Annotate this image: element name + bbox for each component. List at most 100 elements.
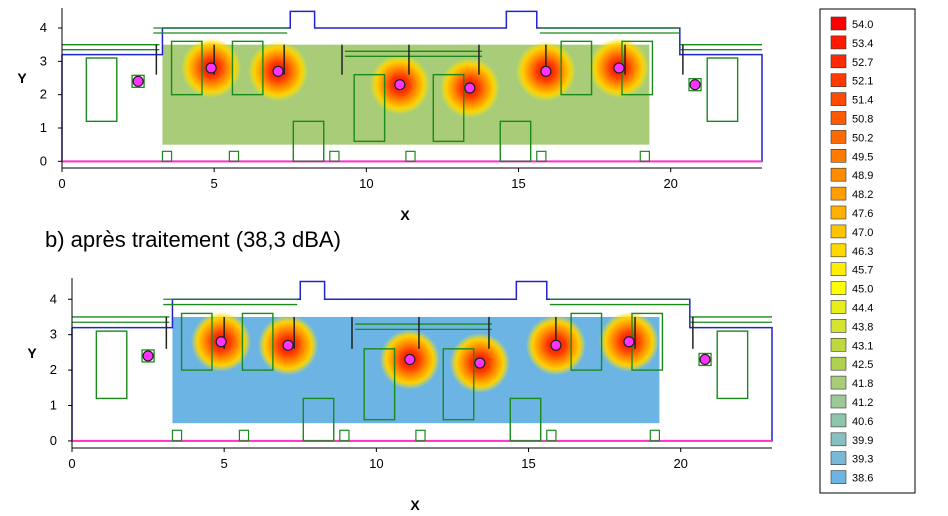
floor-stub-6: [649, 429, 660, 442]
y-tick-label: 3: [40, 53, 47, 68]
legend-swatch: [830, 470, 847, 484]
y-tick-label: 1: [40, 120, 47, 135]
equipment-box-4: [353, 73, 386, 143]
legend-swatch: [830, 111, 847, 125]
x-tick-label: 20: [663, 176, 677, 191]
floor-stub-5: [536, 150, 547, 162]
x-tick-label: 15: [511, 176, 525, 191]
floor-stub-3: [329, 150, 340, 162]
legend-swatch: [830, 432, 847, 447]
equipment-box-10: [509, 397, 542, 442]
legend-label: 40.6: [852, 416, 873, 428]
legend-swatch: [830, 262, 847, 277]
equipment-box-9: [292, 120, 325, 163]
equipment-box-8: [716, 330, 749, 400]
source-marker-3: [394, 79, 406, 91]
legend-swatch: [830, 16, 847, 31]
legend-swatch: [830, 35, 847, 50]
floor-stub-3: [339, 429, 350, 442]
source-marker-4: [464, 82, 476, 94]
legend-label: 43.1: [852, 340, 873, 352]
source-frame-8: [688, 78, 702, 92]
y-axis-label: Y: [17, 70, 27, 86]
source-marker-3: [404, 353, 416, 366]
legend-label: 46.3: [852, 246, 873, 258]
equipment-box-10: [499, 120, 532, 163]
legend-label: 47.0: [852, 227, 873, 239]
legend-swatch: [830, 224, 847, 239]
legend-swatch: [830, 413, 847, 428]
x-tick-label: 5: [211, 176, 218, 191]
equipment-box-1: [95, 330, 128, 400]
legend-swatch: [830, 73, 847, 87]
legend-label: 43.8: [852, 321, 873, 333]
legend-swatch: [830, 300, 847, 314]
legend-label: 45.7: [852, 265, 873, 277]
legend-label: 50.8: [852, 114, 873, 126]
legend-label: 52.1: [852, 76, 873, 88]
legend-label: 53.4: [852, 38, 873, 50]
floor-stub-2: [238, 429, 250, 442]
legend-label: 50.2: [852, 132, 873, 144]
source-marker-6: [613, 62, 625, 74]
legend-swatch: [830, 186, 847, 201]
legend-swatch: [830, 243, 847, 258]
legend-label: 38.6: [852, 473, 873, 485]
caption-b: b) après traitement (38,3 dBA): [45, 227, 341, 252]
floor-stub-4: [415, 429, 426, 442]
equipment-box-5: [432, 73, 465, 143]
floor-stub-4: [405, 150, 416, 162]
source-marker-1: [215, 336, 227, 348]
source-frame-8: [698, 352, 712, 367]
legend-swatch: [830, 319, 847, 333]
legend-label: 41.8: [852, 378, 873, 390]
legend-swatch: [830, 394, 847, 409]
legend-label: 49.5: [852, 151, 873, 163]
source-marker-2: [282, 339, 294, 351]
source-marker-6: [623, 336, 635, 348]
legend-swatch: [830, 356, 847, 371]
source-frame-7: [141, 349, 155, 363]
equipment-box-3: [241, 312, 274, 371]
floor-stub-6: [639, 150, 650, 162]
source-marker-1: [205, 62, 217, 74]
y-tick-label: 2: [50, 362, 57, 377]
y-tick-label: 0: [50, 433, 57, 448]
x-tick-label: 0: [68, 456, 75, 471]
equipment-box-8: [706, 57, 739, 123]
y-tick-label: 4: [50, 291, 57, 306]
equipment-box-6: [560, 40, 593, 96]
plot-a: 0 1 2 3 4 0 5 10 15 20 X Y: [17, 8, 763, 223]
y-tick-label: 2: [40, 87, 47, 102]
equipment-box-4: [363, 348, 396, 421]
y-tick-label: 0: [40, 153, 47, 168]
source-marker-5: [550, 339, 562, 351]
plot-b: 0 1 2 3 4 0 5 10 15 20 X Y: [27, 278, 773, 513]
x-tick-label: 15: [521, 456, 535, 471]
x-axis-label: X: [410, 497, 420, 513]
legend-swatch: [830, 281, 847, 295]
legend-swatch: [830, 375, 847, 390]
legend-swatch: [830, 167, 847, 182]
legend-swatch: [830, 451, 847, 466]
equipment-box-5: [442, 348, 475, 421]
legend-swatch: [830, 130, 847, 144]
x-tick-label: 5: [221, 456, 228, 471]
y-tick-label: 4: [40, 20, 47, 35]
x-tick-label: 10: [359, 176, 373, 191]
equipment-box-2: [180, 312, 213, 371]
legend-label: 48.9: [852, 170, 873, 182]
equipment-box-6: [570, 312, 603, 371]
equipment-box-3: [231, 40, 264, 96]
y-tick-label: 1: [50, 398, 57, 413]
x-tick-label: 20: [673, 456, 687, 471]
equipment-box-2: [170, 40, 203, 96]
source-marker-2: [272, 65, 284, 77]
x-tick-label: 0: [58, 176, 65, 191]
y-axis-label: Y: [27, 345, 37, 361]
floor-stub-2: [228, 150, 240, 162]
legend-swatch: [830, 205, 847, 220]
legend-swatch: [830, 92, 847, 106]
equipment-box-9: [302, 397, 335, 442]
